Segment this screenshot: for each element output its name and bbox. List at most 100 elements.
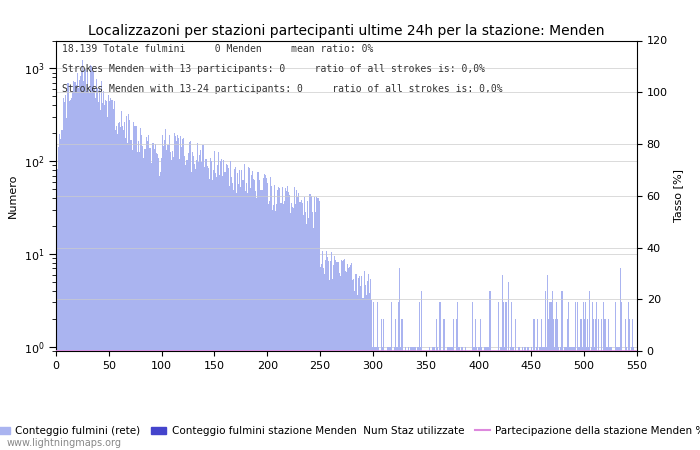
Bar xyxy=(387,347,388,450)
Bar xyxy=(363,298,364,450)
Bar xyxy=(236,193,237,450)
Bar xyxy=(109,101,111,450)
Bar xyxy=(452,347,453,450)
Bar xyxy=(484,347,485,450)
Bar xyxy=(69,101,70,450)
Bar xyxy=(318,201,320,450)
Bar xyxy=(106,101,107,450)
Bar xyxy=(323,267,324,450)
Bar xyxy=(254,180,255,450)
Bar xyxy=(609,347,610,450)
Bar xyxy=(569,347,570,450)
Bar xyxy=(598,319,599,450)
Bar xyxy=(608,319,609,450)
Bar xyxy=(184,156,186,450)
Bar xyxy=(419,302,420,450)
Bar xyxy=(142,146,144,450)
Bar xyxy=(620,268,621,450)
Bar xyxy=(130,140,132,450)
Bar xyxy=(539,347,540,450)
Bar xyxy=(63,98,64,450)
Bar xyxy=(307,201,308,450)
Bar xyxy=(294,187,295,450)
Bar xyxy=(160,172,161,450)
Bar xyxy=(285,188,286,450)
Bar xyxy=(239,170,240,450)
Bar xyxy=(440,302,441,450)
Bar xyxy=(94,88,95,450)
Bar xyxy=(607,347,608,450)
Bar xyxy=(248,168,250,450)
Bar xyxy=(286,191,287,450)
Bar xyxy=(312,212,313,450)
Bar xyxy=(537,319,538,450)
Bar xyxy=(632,319,634,450)
Bar xyxy=(178,138,179,450)
Bar xyxy=(605,319,606,450)
Bar xyxy=(433,347,434,450)
Bar xyxy=(372,347,373,450)
Bar xyxy=(443,319,444,450)
Bar xyxy=(343,260,344,450)
Bar xyxy=(262,178,264,450)
Bar xyxy=(86,91,88,450)
Bar xyxy=(606,347,607,450)
Bar xyxy=(65,95,66,450)
Bar xyxy=(350,265,351,450)
Bar xyxy=(309,194,310,450)
Bar xyxy=(478,347,479,450)
Bar xyxy=(557,319,559,450)
Bar xyxy=(66,118,67,450)
Bar xyxy=(78,80,80,450)
Bar xyxy=(139,152,140,450)
Bar xyxy=(383,319,384,450)
Bar xyxy=(405,347,406,450)
Bar xyxy=(458,347,459,450)
Text: www.lightningmaps.org: www.lightningmaps.org xyxy=(7,438,122,448)
Bar xyxy=(134,126,136,450)
Bar xyxy=(209,179,210,450)
Bar xyxy=(215,173,216,450)
Bar xyxy=(105,100,106,450)
Bar xyxy=(218,152,219,450)
Bar xyxy=(158,158,159,450)
Bar xyxy=(351,263,352,450)
Bar xyxy=(180,136,181,450)
Bar xyxy=(321,264,322,450)
Bar xyxy=(202,144,204,450)
Bar xyxy=(310,194,311,450)
Bar xyxy=(157,153,158,450)
Bar xyxy=(217,165,218,450)
Bar xyxy=(475,319,476,450)
Bar xyxy=(266,178,267,450)
Bar xyxy=(127,143,128,450)
Bar xyxy=(61,130,62,450)
Bar xyxy=(74,82,76,450)
Bar xyxy=(290,213,291,450)
Bar xyxy=(551,302,552,450)
Bar xyxy=(306,224,307,450)
Bar xyxy=(503,302,505,450)
Bar xyxy=(84,70,85,450)
Bar xyxy=(94,99,96,450)
Bar xyxy=(194,164,195,450)
Bar xyxy=(177,135,178,450)
Bar xyxy=(412,347,414,450)
Bar xyxy=(596,302,597,450)
Bar xyxy=(80,71,82,450)
Bar xyxy=(292,207,293,450)
Bar xyxy=(60,139,61,450)
Bar xyxy=(76,73,78,450)
Bar xyxy=(118,123,119,450)
Bar xyxy=(508,282,509,450)
Bar xyxy=(121,111,122,450)
Bar xyxy=(140,128,141,450)
Bar xyxy=(314,197,315,450)
Bar xyxy=(347,264,348,450)
Bar xyxy=(204,167,206,450)
Bar xyxy=(368,274,369,450)
Bar xyxy=(70,100,71,450)
Bar xyxy=(595,319,596,450)
Bar xyxy=(302,215,304,450)
Bar xyxy=(617,347,619,450)
